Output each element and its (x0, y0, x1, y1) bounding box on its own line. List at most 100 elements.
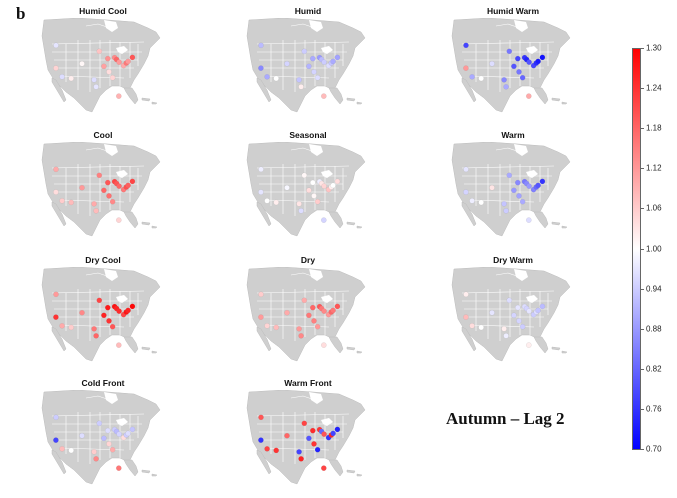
site-marker (129, 54, 136, 61)
site-marker (258, 42, 264, 49)
site-marker (53, 314, 59, 320)
site-marker (321, 93, 327, 99)
landmass-part (551, 97, 561, 102)
site-marker (258, 414, 264, 421)
site-marker (106, 318, 112, 324)
site-marker (296, 449, 302, 455)
site-marker (463, 291, 469, 298)
colorbar-tick-label: 1.24 (646, 83, 662, 93)
site-marker (503, 208, 509, 214)
site-marker (515, 304, 521, 311)
colorbar-tick-label: 0.94 (646, 284, 662, 294)
site-marker (59, 198, 65, 204)
landmass-part (561, 101, 568, 105)
water-body (514, 269, 528, 281)
site-marker (96, 420, 103, 427)
site-marker (310, 304, 316, 311)
site-marker (516, 69, 522, 75)
site-marker (526, 59, 532, 65)
landmass-part (141, 221, 151, 226)
site-marker (526, 183, 532, 189)
site-marker (296, 201, 302, 207)
site-marker (258, 314, 264, 320)
boundary-line (51, 413, 145, 417)
site-marker (526, 93, 532, 99)
landmass-part (561, 350, 568, 354)
map-dry-cool: Dry Cool (38, 255, 228, 370)
site-marker (129, 303, 136, 310)
site-marker (306, 187, 312, 194)
us-map (451, 142, 571, 237)
water-body (309, 269, 323, 281)
site-marker (116, 431, 122, 437)
site-marker (96, 48, 103, 55)
landmass-part (151, 473, 158, 477)
landmass-part (533, 87, 549, 105)
site-marker (93, 333, 99, 339)
site-marker (334, 303, 341, 310)
site-marker (53, 65, 59, 71)
site-marker (298, 84, 304, 90)
landmass-part (51, 449, 67, 475)
site-marker (106, 193, 112, 199)
map-title: Cool (93, 130, 113, 140)
site-marker (511, 312, 517, 319)
us-map (451, 267, 571, 362)
site-marker (125, 58, 131, 65)
site-marker (116, 342, 122, 348)
site-marker (334, 426, 341, 433)
site-marker (68, 199, 74, 206)
site-marker (284, 184, 290, 191)
site-marker (273, 199, 279, 206)
us-map (41, 18, 161, 113)
site-marker (535, 182, 541, 189)
site-marker (506, 297, 513, 304)
site-marker (79, 309, 85, 316)
colorbar-tick-mark (641, 408, 644, 410)
site-marker (53, 166, 59, 173)
landmass-part (151, 101, 158, 105)
boundary-line (290, 272, 316, 278)
boundary-line (85, 23, 111, 29)
us-map (246, 142, 366, 237)
us-map (246, 18, 366, 113)
site-marker (101, 435, 107, 442)
site-marker (91, 77, 97, 83)
site-marker (489, 60, 495, 67)
site-marker (296, 77, 302, 83)
site-marker (469, 74, 475, 80)
site-marker (101, 187, 107, 194)
site-marker (478, 324, 484, 331)
site-marker (314, 323, 321, 330)
landmass-part (533, 336, 549, 354)
site-marker (519, 198, 526, 205)
figure-caption: Autumn – Lag 2 (446, 409, 565, 428)
colorbar-tick-mark (641, 248, 644, 250)
site-marker (116, 183, 122, 189)
water-body (309, 144, 323, 156)
map-dry-warm: Dry Warm (448, 255, 638, 370)
site-marker (125, 182, 131, 189)
site-marker (273, 324, 279, 331)
us-map (246, 390, 366, 485)
site-marker (284, 309, 290, 316)
site-marker (501, 326, 507, 332)
map-title: Humid (294, 6, 322, 16)
site-marker (106, 69, 112, 75)
site-marker (125, 430, 131, 437)
site-marker (503, 84, 509, 90)
map-cold-front: Cold Front (38, 378, 228, 493)
map-title: Dry Warm (493, 255, 533, 265)
water-body (514, 144, 528, 156)
colorbar-tick-mark (641, 48, 644, 49)
us-map (41, 390, 161, 485)
site-marker (105, 427, 111, 434)
map-warm: Warm (448, 130, 638, 245)
site-marker (539, 303, 546, 310)
landmass-part (123, 336, 139, 354)
site-marker (334, 178, 341, 185)
boundary-line (256, 290, 350, 294)
site-marker (68, 447, 74, 454)
us-map (246, 267, 366, 362)
site-marker (53, 42, 59, 49)
